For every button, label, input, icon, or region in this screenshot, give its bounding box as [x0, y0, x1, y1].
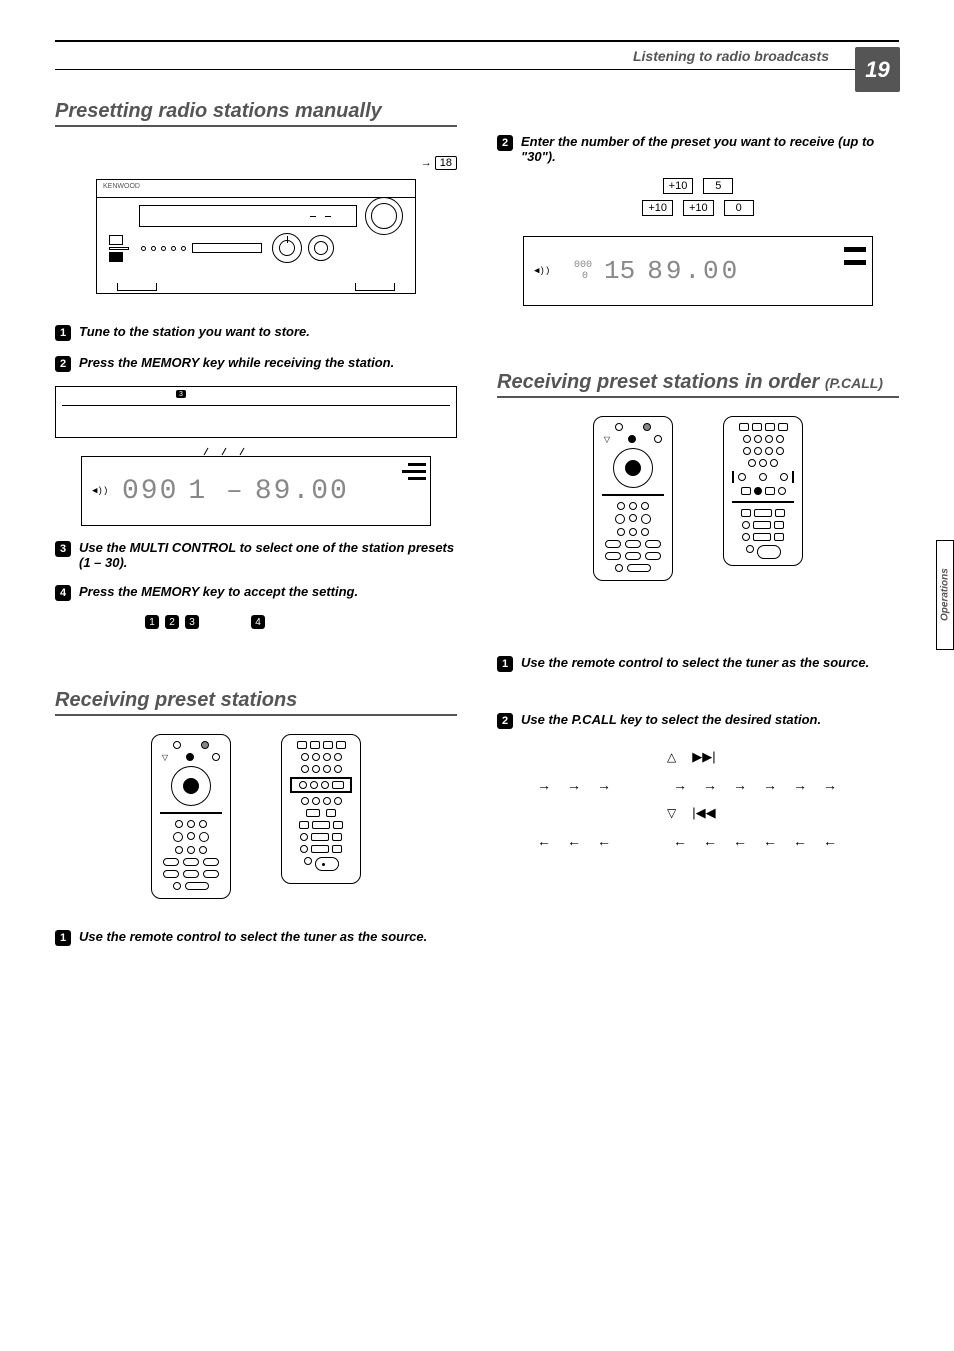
- lcd-block: 0000: [574, 260, 592, 282]
- key-plus10-c: +10: [683, 200, 714, 216]
- step-badge-4: 4: [55, 585, 71, 601]
- remote-illustration-c: ▽: [593, 416, 673, 581]
- key-plus10: +10: [663, 178, 694, 194]
- lcd-display-2: ◀)) 0000 15 89.00: [523, 236, 873, 306]
- remote-row-1: ▽: [55, 734, 457, 899]
- lcd-seg-mid: 1 –: [188, 476, 244, 507]
- step-1: 1 Tune to the station you want to store.: [55, 324, 457, 341]
- step-badge-1: 1: [55, 325, 71, 341]
- remote-illustration-b: [281, 734, 361, 884]
- skip-forward-icon: ▶▶|: [692, 749, 715, 765]
- page-header-band: Listening to radio broadcasts 19: [55, 40, 899, 70]
- step-1-text: Tune to the station you want to store.: [79, 324, 457, 341]
- step-3: 3 Use the MULTI CONTROL to select one of…: [55, 540, 457, 570]
- step-4: 4 Press the MEMORY key to accept the set…: [55, 584, 457, 601]
- pcall-arrow-diagram: △ ▶▶| →→→ →→→→→→ ▽ |◀◀ ←←← ←←←←←←: [537, 749, 859, 849]
- pcall-subtitle: (P.CALL): [825, 375, 883, 391]
- step-2: 2 Press the MEMORY key while receiving t…: [55, 355, 457, 372]
- right-step-p2: 2 Use the P.CALL key to select the desir…: [497, 712, 899, 729]
- step-2-text: Press the MEMORY key while receiving the…: [79, 355, 457, 372]
- display-box-1: 3: [55, 386, 457, 438]
- page-ref-box: 18: [435, 156, 457, 170]
- right-step-2: 2 Enter the number of the preset you wan…: [497, 134, 899, 164]
- remote-row-2: ▽: [497, 416, 899, 581]
- key-5: 5: [703, 178, 733, 194]
- step-4-text: Press the MEMORY key to accept the setti…: [79, 584, 457, 601]
- key-press-diagram: +10 5 +10 +10 0: [497, 178, 899, 216]
- side-tab-operations: Operations: [936, 540, 954, 650]
- receiver-illustration: KENWOOD: [96, 179, 416, 294]
- lcd-freq-2: 89.00: [647, 256, 740, 286]
- step-badge-right-1: 1: [497, 656, 513, 672]
- section-title-pcall: Receiving preset stations in order (P.CA…: [497, 371, 899, 398]
- lcd-seg-left: 090: [122, 476, 178, 507]
- triangle-up-icon: △: [667, 750, 676, 764]
- key-0: 0: [724, 200, 754, 216]
- right-step-p2-text: Use the P.CALL key to select the desired…: [521, 712, 899, 729]
- step-badge-right-2: 2: [497, 135, 513, 151]
- section-title-receiving: Receiving preset stations: [55, 689, 457, 716]
- triangle-down-icon: ▽: [667, 806, 676, 820]
- step-r1-text: Use the remote control to select the tun…: [79, 929, 457, 946]
- step-badge-r1: 1: [55, 930, 71, 946]
- right-column: 2 Enter the number of the preset you wan…: [497, 100, 899, 960]
- speaker-icon: ◀)): [92, 486, 102, 496]
- lcd-display-1: ◀)) 090 1 – 89.00: [81, 456, 431, 526]
- step-badge-2: 2: [55, 356, 71, 372]
- step-badge-right-p2: 2: [497, 713, 513, 729]
- speaker-icon-2: ◀)): [534, 266, 544, 276]
- step-r1: 1 Use the remote control to select the t…: [55, 929, 457, 946]
- page-number: 19: [855, 47, 900, 92]
- key-plus10-b: +10: [642, 200, 673, 216]
- right-step-1-text: Use the remote control to select the tun…: [521, 655, 899, 672]
- skip-back-icon: |◀◀: [692, 805, 715, 821]
- mini-step-icons: 123 4: [145, 615, 457, 629]
- step-3-text: Use the MULTI CONTROL to select one of t…: [79, 540, 457, 570]
- section-title-presetting: Presetting radio stations manually: [55, 100, 457, 127]
- remote-illustration-d: [723, 416, 803, 566]
- right-step-2-text: Enter the number of the preset you want …: [521, 134, 899, 164]
- breadcrumb: Listening to radio broadcasts: [633, 48, 829, 64]
- lcd-preset-num: 15: [604, 256, 635, 286]
- lcd-freq: 89.00: [255, 476, 349, 507]
- page-ref: → 18: [55, 157, 457, 169]
- right-step-1: 1 Use the remote control to select the t…: [497, 655, 899, 672]
- step-badge-3: 3: [55, 541, 71, 557]
- left-column: Presetting radio stations manually → 18 …: [55, 100, 457, 960]
- remote-illustration-a: ▽: [151, 734, 231, 899]
